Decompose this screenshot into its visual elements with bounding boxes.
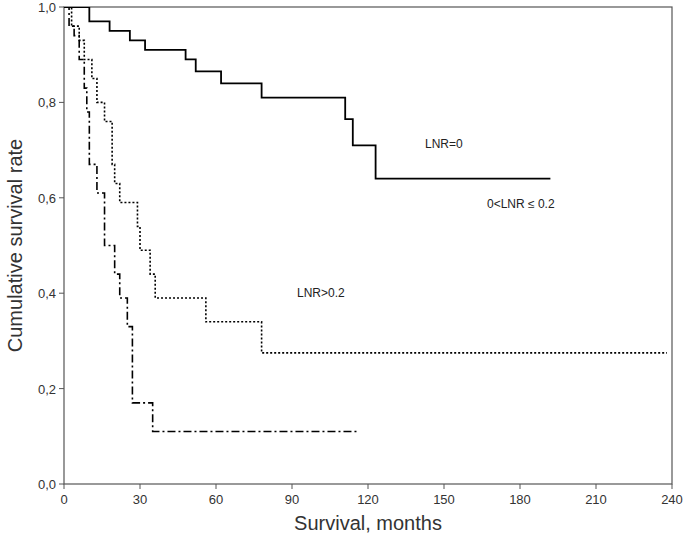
x-tick bbox=[444, 484, 445, 489]
x-tick-label: 90 bbox=[285, 492, 299, 507]
survival-curve bbox=[64, 7, 667, 353]
y-tick-label: 1,0 bbox=[38, 0, 56, 15]
x-tick-label: 240 bbox=[661, 492, 683, 507]
y-tick bbox=[59, 197, 64, 198]
x-tick bbox=[672, 484, 673, 489]
y-tick-label: 0,2 bbox=[38, 382, 56, 397]
x-tick bbox=[520, 484, 521, 489]
y-tick bbox=[59, 7, 64, 8]
y-tick-label: 0,6 bbox=[38, 191, 56, 206]
y-tick-label: 0,0 bbox=[38, 477, 56, 492]
y-tick bbox=[59, 293, 64, 294]
series-label: 0<LNR ≤ 0.2 bbox=[487, 197, 555, 211]
x-tick bbox=[216, 484, 217, 489]
survival-curve bbox=[64, 7, 358, 432]
x-tick bbox=[368, 484, 369, 489]
x-tick-label: 210 bbox=[585, 492, 607, 507]
x-axis-title: Survival, months bbox=[294, 512, 442, 534]
y-tick bbox=[59, 484, 64, 485]
x-tick-label: 120 bbox=[357, 492, 379, 507]
y-tick-label: 0,8 bbox=[38, 95, 56, 110]
series-label: LNR=0 bbox=[425, 137, 463, 151]
x-tick bbox=[292, 484, 293, 489]
x-tick bbox=[64, 484, 65, 489]
survival-curve bbox=[64, 7, 550, 179]
x-tick-label: 150 bbox=[433, 492, 455, 507]
chart: 0 30 60 90 120 150 180 210 240 0,0 0,2 0,4 0,6 0,8 1,0… bbox=[0, 0, 688, 540]
x-tick-label: 60 bbox=[209, 492, 223, 507]
plot-frame bbox=[64, 7, 672, 484]
x-tick-label: 30 bbox=[133, 492, 147, 507]
plot-lines bbox=[64, 7, 667, 432]
series-label: LNR>0.2 bbox=[297, 286, 345, 300]
y-tick-label: 0,4 bbox=[38, 286, 56, 301]
y-axis-title: Cumulative survival rate bbox=[4, 139, 26, 352]
background bbox=[0, 0, 688, 540]
y-tick bbox=[59, 102, 64, 103]
x-tick-label: 0 bbox=[60, 492, 67, 507]
x-tick bbox=[140, 484, 141, 489]
x-tick-label: 180 bbox=[509, 492, 531, 507]
y-tick bbox=[59, 388, 64, 389]
x-tick bbox=[596, 484, 597, 489]
